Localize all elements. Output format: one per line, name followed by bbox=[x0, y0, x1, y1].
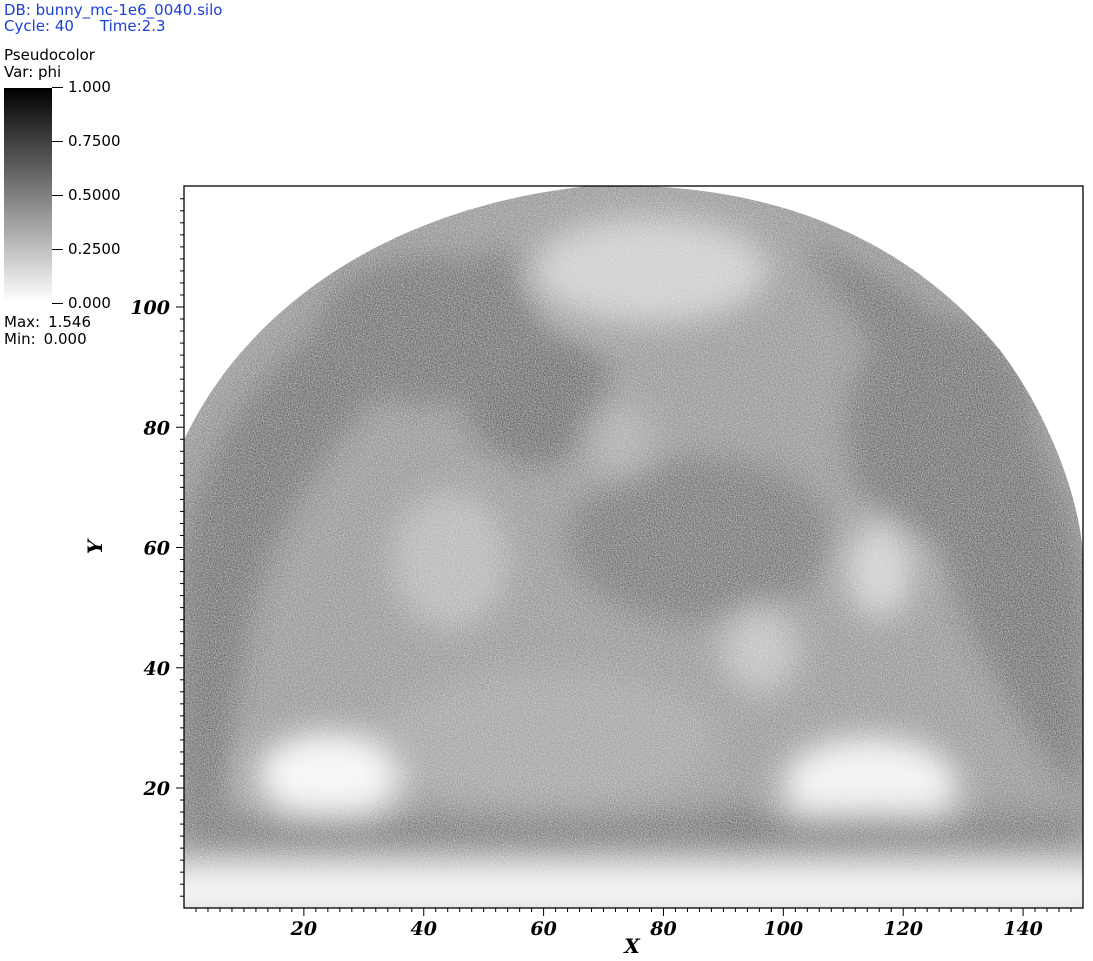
colorbar-label: 0.5000 bbox=[68, 186, 121, 204]
colorbar-label: 0.2500 bbox=[68, 240, 121, 258]
y-tick-label: 60 bbox=[144, 538, 170, 560]
time-label: Time:2.3 bbox=[99, 17, 166, 35]
x-tick-label: 60 bbox=[530, 918, 556, 940]
colorbar-tick bbox=[52, 87, 63, 88]
colorbar-label: 1.000 bbox=[68, 78, 111, 96]
colorbar bbox=[4, 88, 52, 302]
x-tick-label: 40 bbox=[411, 918, 437, 940]
min-key: Min: bbox=[4, 330, 36, 348]
x-tick-label: 100 bbox=[763, 918, 803, 940]
x-axis-title: X bbox=[622, 934, 641, 958]
x-tick-label: 120 bbox=[883, 918, 923, 940]
colorbar-label: 0.7500 bbox=[68, 132, 121, 150]
colorbar-tick bbox=[52, 195, 63, 196]
x-tick-label: 20 bbox=[290, 918, 317, 940]
legend-var-label: Var: phi bbox=[4, 63, 62, 81]
max-key: Max: bbox=[4, 313, 41, 331]
min-value: 0.000 bbox=[43, 330, 87, 348]
legend-plot-type: Pseudocolor bbox=[4, 46, 95, 64]
colorbar-tick bbox=[52, 249, 63, 250]
x-tick-label: 140 bbox=[1003, 918, 1043, 940]
y-tick-label: 20 bbox=[143, 778, 170, 800]
y-axis-title: Y bbox=[83, 538, 107, 554]
colorbar-tick bbox=[52, 303, 63, 304]
colorbar-label: 0.000 bbox=[68, 294, 111, 312]
x-axis-ticks: 20 40 60 80 100 120 140 bbox=[195, 908, 1072, 940]
cycle-time-line: Cycle: 40 Time:2.3 bbox=[4, 18, 222, 34]
y-axis-ticks: 20 40 60 80 100 bbox=[130, 198, 184, 897]
legend-min: Min: 0.000 bbox=[4, 331, 87, 348]
y-tick-label: 40 bbox=[144, 658, 170, 680]
db-label: DB: bunny_mc-1e6_0040.silo bbox=[4, 1, 223, 19]
x-tick-label: 80 bbox=[649, 918, 676, 940]
heatmap bbox=[184, 186, 1083, 908]
database-info: DB: bunny_mc-1e6_0040.silo Cycle: 40 Time… bbox=[4, 2, 222, 34]
y-tick-label: 100 bbox=[130, 297, 170, 319]
y-tick-label: 80 bbox=[143, 417, 170, 439]
max-value: 1.546 bbox=[48, 313, 92, 331]
cycle-label: Cycle: 40 bbox=[4, 17, 74, 35]
colorbar-tick bbox=[52, 141, 63, 142]
legend-max: Max: 1.546 bbox=[4, 314, 91, 331]
